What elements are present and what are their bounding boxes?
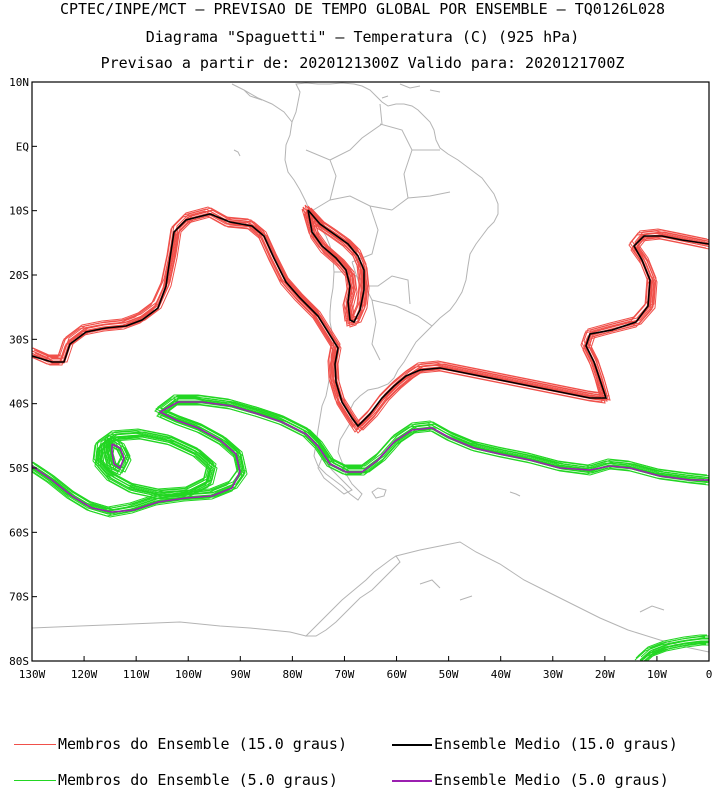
lon-label: 80W [282, 668, 302, 681]
map-frame [31, 81, 710, 662]
south-america-coast [284, 82, 499, 501]
south-georgia [509, 491, 521, 497]
lon-label: 110W [123, 668, 150, 681]
member-15-contour [306, 214, 365, 328]
lon-label: 20W [595, 668, 615, 681]
member-5-contour [95, 428, 211, 490]
lat-label: 50S [9, 462, 29, 475]
member-5-contour [105, 434, 125, 466]
legend-mean-5: Ensemble Medio (5.0 graus) [392, 771, 669, 789]
member-5-contour [94, 437, 210, 499]
mean-5-line [111, 443, 125, 470]
lon-label: 60W [387, 668, 407, 681]
lon-label: 50W [439, 668, 459, 681]
member-15-contour [34, 212, 709, 430]
member-5-contour [33, 397, 709, 511]
legend-swatch-mean-5 [392, 779, 432, 782]
member-5-contour [637, 634, 707, 657]
mean-5-contour [32, 401, 709, 513]
antarctic-islands [419, 579, 665, 613]
lat-label: 70S [9, 591, 29, 604]
members-15-contours [32, 204, 709, 434]
lat-label: 20S [9, 269, 29, 282]
legend-members-15: Membros do Ensemble (15.0 graus) [14, 735, 347, 753]
members-5-contours [32, 394, 709, 661]
member-5-contour [109, 437, 129, 469]
lon-label: 0 [706, 668, 713, 681]
member-15-contour [304, 204, 363, 318]
lat-label: 80S [9, 655, 29, 668]
member-15-contour [33, 209, 709, 427]
chart-subtitle: Diagrama "Spaguetti" – Temperatura (C) (… [145, 28, 580, 46]
member-15-contour [32, 212, 709, 430]
member-15-contour [301, 208, 360, 322]
mean-5-line [32, 401, 709, 513]
forecast-dates: Previsao a partir de: 2020121300Z Valido… [100, 54, 625, 72]
caribbean-islands [381, 83, 441, 99]
lon-label: 90W [230, 668, 250, 681]
lon-label: 120W [71, 668, 98, 681]
member-15-contour [32, 210, 705, 428]
galapagos [233, 149, 241, 157]
legend-label-members-5: Membros do Ensemble (5.0 graus) [58, 771, 338, 789]
lon-label: 130W [19, 668, 46, 681]
lon-label: 30W [543, 668, 563, 681]
legend-label-mean-5: Ensemble Medio (5.0 graus) [434, 771, 669, 789]
falklands [371, 487, 387, 499]
tierra-del-fuego [317, 457, 353, 495]
legend-swatch-members-5 [14, 780, 56, 781]
member-15-contour [303, 213, 362, 327]
coastlines [32, 82, 709, 653]
lon-label: 40W [491, 668, 511, 681]
lat-label: 10S [9, 205, 29, 218]
member-5-contour [644, 644, 709, 661]
antarctic-peninsula [304, 555, 401, 637]
antarctica-coast [32, 541, 709, 653]
member-15-contour [32, 207, 709, 425]
lat-label: 30S [9, 333, 29, 346]
legend-label-members-15: Membros do Ensemble (15.0 graus) [58, 735, 347, 753]
mean-15-line [32, 213, 709, 428]
lat-label: 40S [9, 398, 29, 411]
lat-label: 10N [9, 76, 29, 89]
latitude-axis: 10N EQ 10S 20S 30S 40S 50S 60S 70S 80S [9, 76, 37, 668]
legend-label-mean-15: Ensemble Medio (15.0 graus) [434, 735, 678, 753]
member-5-contour [102, 435, 218, 497]
member-5-contour [641, 637, 709, 660]
lat-label: EQ [16, 140, 29, 153]
legend-mean-15: Ensemble Medio (15.0 graus) [392, 735, 678, 753]
chart-title: CPTEC/INPE/MCT – PREVISAO DE TEMPO GLOBA… [59, 0, 666, 18]
lon-label: 10W [647, 668, 667, 681]
legend-swatch-members-15 [14, 744, 56, 745]
mean-15-contour [32, 209, 709, 428]
member-5-contour [32, 404, 709, 518]
longitude-axis: 130W 120W 110W 100W 90W 80W 70W 60W 50W 40W 30W 20W… [19, 656, 713, 681]
legend-members-5: Membros do Ensemble (5.0 graus) [14, 771, 338, 789]
mean-15-line [307, 209, 365, 324]
central-america-coast [231, 83, 293, 123]
country-borders [305, 103, 451, 361]
legend-swatch-mean-15 [392, 743, 432, 746]
lat-label: 60S [9, 526, 29, 539]
lon-label: 70W [335, 668, 355, 681]
member-5-contour [107, 444, 127, 476]
member-5-contour [32, 394, 708, 508]
lon-label: 100W [175, 668, 202, 681]
member-5-contour [97, 438, 213, 500]
